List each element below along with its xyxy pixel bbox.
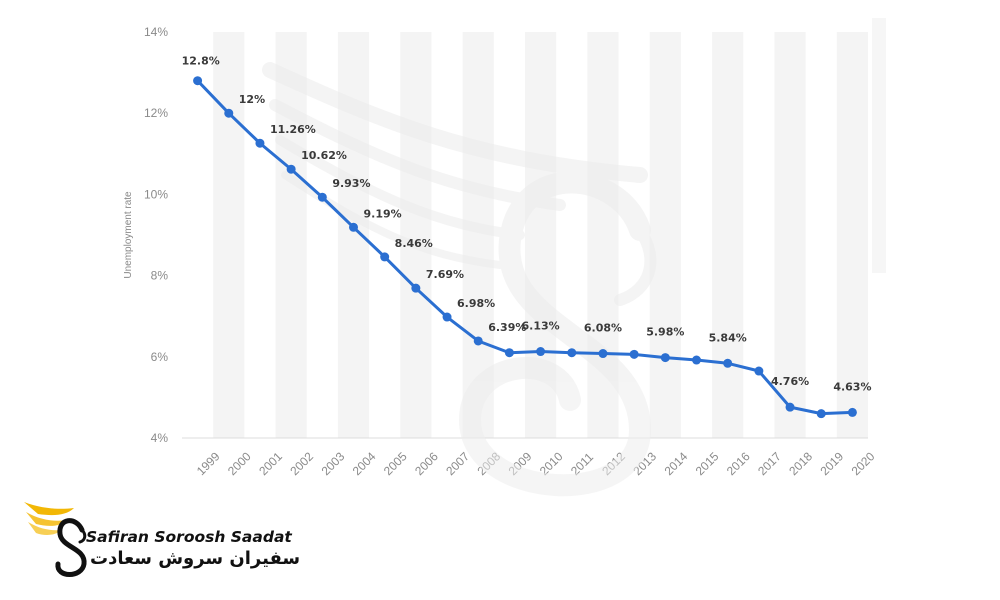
data-point [411,283,421,293]
data-point [317,192,327,202]
data-label: 6.13% [522,320,560,333]
x-tick-label: 2002 [287,449,316,478]
x-tick-label: 2017 [755,449,784,478]
data-point [660,353,670,363]
x-tick-label: 2004 [350,449,379,478]
x-tick-label: 2007 [443,449,472,478]
data-label: 6.08% [584,322,622,335]
data-label: 9.93% [332,177,370,190]
data-label: 9.19% [364,207,402,220]
data-label: 4.76% [771,375,809,388]
x-tick-label: 2015 [693,449,722,478]
x-tick-label: 2006 [412,449,441,478]
x-tick-label: 2005 [381,449,410,478]
brand-name-persian: سفیران سروش سعادت [90,548,301,569]
y-tick-label: 6% [151,350,169,364]
data-point [442,312,452,322]
y-tick-label: 14% [144,25,168,39]
data-label: 5.84% [709,331,747,344]
grid-band [213,32,245,438]
y-tick-label: 10% [144,187,168,201]
y-tick-label: 4% [151,431,169,445]
data-labels: 12.8% 12% 11.26% 10.62% 9.93% 9.19% 8.46% 7.69%… [182,55,872,394]
grid-band [400,32,432,438]
data-point [193,76,203,86]
grid-band [649,32,681,438]
data-point [629,349,639,359]
x-tick-label: 2016 [724,449,753,478]
x-tick-label: 2020 [849,449,878,478]
data-point [473,336,483,346]
y-axis-ticks: 4% 6% 8% 10% 12% 14% [144,25,168,445]
data-point [536,347,546,357]
grid-band [774,32,806,438]
y-axis-title: Unemployment rate [123,191,134,279]
watermark-swan-icon [262,62,657,497]
x-tick-label: 1999 [194,449,223,478]
data-label: 12.8% [182,55,220,68]
data-label: 6.98% [457,297,495,310]
data-point [847,407,857,417]
series-line [196,79,854,416]
data-label: 5.98% [646,326,684,339]
x-tick-label: 2019 [817,449,846,478]
brand-name-english: Safiran Soroosh Saadat [86,528,292,546]
data-label: 10.62% [301,149,347,162]
data-point [754,366,764,376]
grid-band-edge [872,18,886,273]
brand-logo: Safiran Soroosh Saadat سفیران سروش سعادت [22,494,300,584]
y-tick-label: 12% [144,106,168,120]
data-point [380,252,390,262]
x-tick-label: 2001 [256,449,285,478]
x-tick-label: 2003 [319,449,348,478]
data-point [816,409,826,419]
x-tick-label: 2018 [786,449,815,478]
data-point [349,222,358,232]
data-point [692,355,701,365]
data-point [723,358,733,368]
data-label: 4.63% [833,380,871,393]
data-point [598,349,608,359]
data-label: 6.39% [488,321,526,334]
swan-wing-logo-icon [24,502,87,577]
data-point [255,138,265,148]
grid-band [337,32,370,438]
grid-band [275,32,307,438]
data-point [567,348,577,358]
x-tick-label: 2000 [225,449,254,478]
data-points [193,76,857,419]
data-point [785,402,795,412]
data-point [504,348,514,358]
y-tick-label: 8% [151,269,169,283]
grid-band [836,32,868,438]
data-label: 12% [239,93,265,106]
data-label: 7.69% [426,268,464,281]
data-label: 11.26% [270,123,316,136]
data-label: 8.46% [395,237,433,250]
x-tick-label: 2014 [662,449,691,478]
data-point [224,108,234,118]
grid-bands [182,18,886,439]
grid-band [712,32,744,438]
data-point [286,164,296,174]
